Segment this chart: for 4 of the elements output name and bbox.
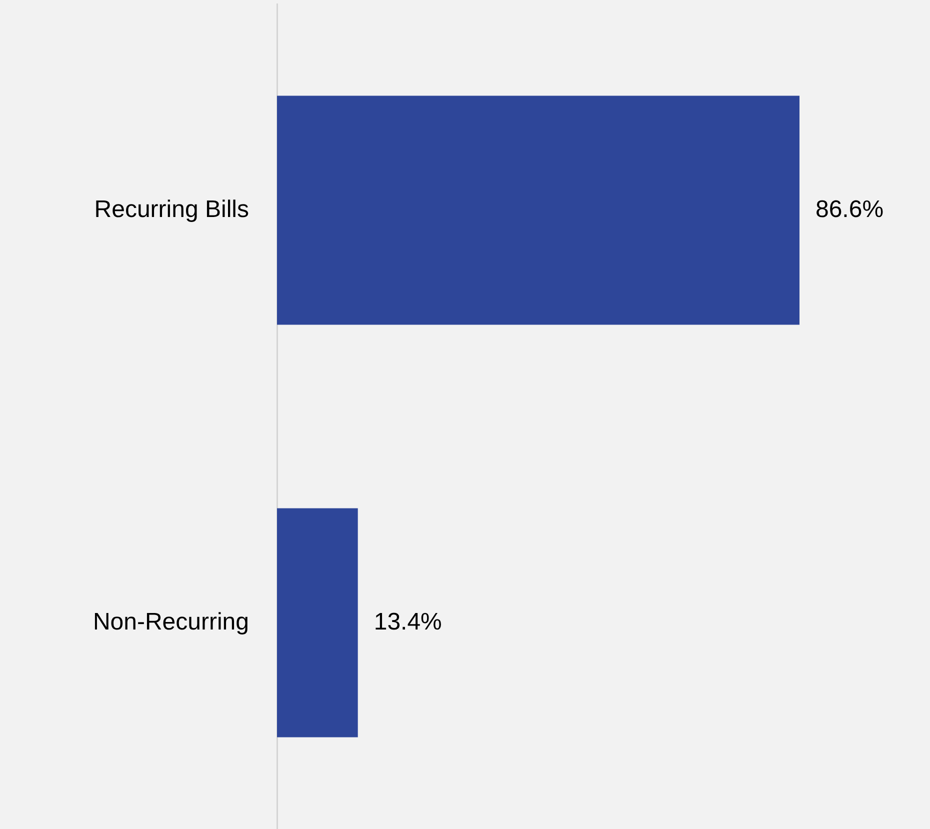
- y-tick-label: Recurring Bills: [94, 196, 249, 223]
- data-label: 13.4%: [374, 608, 442, 636]
- y-tick-label: Non-Recurring: [92, 608, 249, 636]
- data-label: 86.6%: [815, 196, 884, 223]
